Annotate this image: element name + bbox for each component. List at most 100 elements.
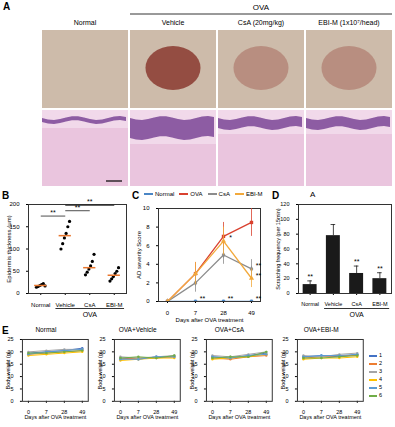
svg-text:Days after OVA treatment: Days after OVA treatment — [300, 414, 362, 420]
svg-text:A: A — [3, 1, 10, 12]
svg-text:AD severity Score: AD severity Score — [136, 230, 142, 279]
html-text:EBI-M: EBI-M — [245, 191, 263, 197]
svg-text:Normal: Normal — [74, 19, 97, 26]
svg-text:CsA (20mg/kg): CsA (20mg/kg) — [238, 19, 284, 27]
svg-text:Vehicle: Vehicle — [325, 301, 343, 307]
svg-text:0: 0 — [286, 398, 289, 404]
html-text:E: E — [2, 325, 9, 336]
html-text:D: D — [272, 190, 280, 201]
svg-text:100: 100 — [9, 245, 20, 252]
svg-text:EBI-M: EBI-M — [372, 301, 388, 307]
svg-text:**: ** — [377, 265, 383, 272]
svg-text:**: ** — [256, 262, 262, 269]
svg-text:40: 40 — [283, 261, 289, 267]
svg-text:**: ** — [256, 295, 262, 302]
svg-text:10: 10 — [143, 205, 150, 211]
svg-text:Body weight (g): Body weight (g) — [97, 351, 103, 389]
svg-text:Body weight (g): Body weight (g) — [189, 351, 195, 389]
svg-text:0: 0 — [26, 409, 30, 416]
svg-text:Normal: Normal — [31, 302, 50, 308]
svg-text:0: 0 — [16, 290, 20, 296]
svg-text:Vehicle: Vehicle — [162, 19, 185, 26]
svg-text:80: 80 — [283, 231, 289, 237]
html-text:OVA+CsA: OVA+CsA — [214, 326, 245, 333]
svg-text:**: ** — [307, 273, 313, 280]
svg-text:OVA: OVA — [253, 3, 270, 12]
svg-text:Body weight (g): Body weight (g) — [5, 351, 11, 389]
svg-text:28: 28 — [153, 409, 160, 416]
svg-text:CsA: CsA — [84, 302, 95, 308]
svg-text:7: 7 — [194, 310, 198, 316]
svg-text:Days after OVA treatment: Days after OVA treatment — [208, 414, 270, 420]
svg-text:7: 7 — [44, 409, 48, 416]
svg-text:20: 20 — [283, 275, 289, 281]
svg-text:150: 150 — [9, 223, 20, 230]
svg-text:25: 25 — [7, 336, 13, 342]
svg-text:50: 50 — [13, 268, 20, 274]
svg-text:0: 0 — [166, 310, 170, 316]
svg-text:49: 49 — [171, 409, 178, 416]
svg-text:Epidermis thickness (μm): Epidermis thickness (μm) — [6, 215, 12, 282]
svg-text:Days after OVA treatment: Days after OVA treatment — [24, 414, 86, 420]
svg-text:28: 28 — [244, 409, 251, 416]
svg-text:6: 6 — [146, 243, 150, 249]
svg-text:**: ** — [228, 295, 234, 302]
html-text:B: B — [2, 190, 10, 201]
svg-text:120: 120 — [280, 201, 289, 207]
svg-text:25: 25 — [283, 336, 289, 342]
svg-text:0: 0 — [194, 398, 197, 404]
svg-text:OVA: OVA — [349, 311, 364, 318]
html-text:OVA: OVA — [190, 191, 203, 197]
svg-text:**: ** — [354, 258, 360, 265]
svg-text:Scratching frequency (per 15mi: Scratching frequency (per 15min) — [275, 208, 281, 289]
svg-text:28: 28 — [61, 409, 68, 416]
svg-text:4: 4 — [146, 261, 150, 267]
html-text:C: C — [132, 190, 140, 201]
svg-text:0: 0 — [146, 298, 150, 304]
svg-text:8: 8 — [146, 224, 150, 230]
svg-text:5: 5 — [10, 385, 14, 392]
svg-text:100: 100 — [280, 216, 289, 222]
html-text:OVA+EBI-M: OVA+EBI-M — [303, 326, 339, 333]
svg-text:**: ** — [87, 198, 93, 205]
svg-text:49: 49 — [79, 409, 86, 416]
svg-text:49: 49 — [354, 409, 361, 416]
html-text:A: A — [310, 190, 316, 199]
svg-text:**: ** — [50, 209, 56, 216]
svg-text:28: 28 — [336, 409, 343, 416]
svg-text:5: 5 — [285, 385, 289, 392]
svg-text:25: 25 — [191, 336, 197, 342]
svg-text:7: 7 — [228, 409, 232, 416]
svg-text:49: 49 — [248, 310, 255, 316]
svg-text:**: ** — [256, 271, 262, 278]
svg-text:7: 7 — [136, 409, 140, 416]
html-text:Normal: Normal — [35, 326, 57, 333]
svg-text:200: 200 — [9, 201, 20, 207]
html-text:OVA+Vehicle: OVA+Vehicle — [118, 326, 157, 333]
svg-text:0: 0 — [210, 409, 214, 416]
svg-text:60: 60 — [283, 246, 289, 252]
svg-text:**: ** — [200, 295, 206, 302]
svg-text:Body weight (g): Body weight (g) — [281, 351, 287, 389]
svg-text:OVA: OVA — [83, 311, 98, 318]
svg-text:0: 0 — [118, 409, 122, 416]
svg-text:5: 5 — [102, 385, 106, 392]
svg-text:Vehicle: Vehicle — [56, 302, 76, 308]
svg-text:Days after OVA treatment: Days after OVA treatment — [116, 414, 178, 420]
svg-text:0: 0 — [286, 290, 289, 296]
svg-text:2: 2 — [146, 280, 150, 286]
svg-text:25: 25 — [99, 336, 105, 342]
svg-text:Days after OVA treatment: Days after OVA treatment — [176, 317, 244, 323]
svg-text:*: * — [229, 234, 232, 241]
svg-text:0: 0 — [10, 398, 13, 404]
svg-text:EBI-M (1x10⁷/head): EBI-M (1x10⁷/head) — [318, 19, 379, 27]
svg-text:Normal: Normal — [301, 301, 319, 307]
svg-text:49: 49 — [262, 409, 269, 416]
svg-text:28: 28 — [220, 310, 227, 316]
html-text:CsA: CsA — [218, 191, 230, 197]
svg-text:EBI-M: EBI-M — [106, 302, 123, 308]
svg-text:**: ** — [75, 204, 81, 211]
html-text:Normal: Normal — [155, 191, 175, 197]
svg-text:CsA: CsA — [351, 301, 362, 307]
svg-text:0: 0 — [102, 398, 105, 404]
